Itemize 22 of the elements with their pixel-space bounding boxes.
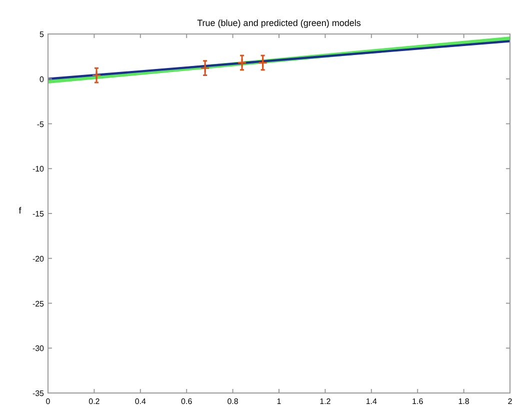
x-tick-label: 0.8 [227, 397, 239, 406]
x-tick-label: 0.4 [134, 397, 147, 406]
y-axis-title: f [18, 206, 22, 216]
x-tick-label: 0 [46, 397, 51, 406]
x-tick-label: 2 [508, 397, 512, 406]
y-tick-label: -25 [32, 299, 45, 308]
x-tick-label: 1.8 [458, 397, 470, 406]
y-tick-label: -10 [32, 164, 45, 174]
y-tick-label: -35 [32, 389, 45, 398]
y-tick-label: 5 [40, 30, 45, 39]
x-tick-label: 1.2 [320, 397, 332, 406]
y-tick-label: 0 [40, 74, 45, 84]
x-tick-label: 1 [276, 397, 282, 406]
y-tick-label: -15 [32, 210, 45, 218]
chart-title: True (blue) and predicted (green) models [197, 18, 362, 28]
y-tick-label: -5 [36, 120, 45, 129]
y-tick-label: -30 [32, 344, 45, 354]
x-tick-label: 1.6 [412, 397, 424, 406]
x-tick-label: 0.6 [181, 397, 193, 406]
x-tick-label: 0.2 [88, 397, 100, 406]
y-tick-label: -20 [32, 254, 45, 264]
x-tick-label: 1.4 [366, 397, 378, 406]
